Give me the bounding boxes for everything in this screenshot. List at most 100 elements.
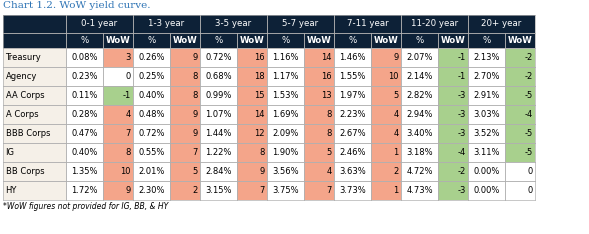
- Bar: [133, 15, 200, 33]
- Text: 15: 15: [254, 91, 264, 100]
- Text: 3.75%: 3.75%: [272, 186, 299, 195]
- Bar: [401, 15, 468, 33]
- Bar: [468, 48, 505, 67]
- Text: -5: -5: [524, 129, 532, 138]
- Text: 1.16%: 1.16%: [272, 53, 299, 62]
- Text: 4.72%: 4.72%: [406, 167, 433, 176]
- Bar: [170, 48, 200, 67]
- Bar: [133, 67, 170, 86]
- Bar: [133, 86, 170, 105]
- Bar: [334, 48, 371, 67]
- Bar: [170, 181, 200, 200]
- Bar: [133, 124, 170, 143]
- Bar: [3, 86, 66, 105]
- Text: 2.14%: 2.14%: [406, 72, 433, 81]
- Bar: [133, 181, 170, 200]
- Text: 1.22%: 1.22%: [206, 148, 231, 157]
- Text: 2.23%: 2.23%: [339, 110, 366, 119]
- Bar: [3, 15, 66, 33]
- Text: Agency: Agency: [5, 72, 37, 81]
- Text: 0.40%: 0.40%: [71, 148, 98, 157]
- Bar: [438, 162, 468, 181]
- Bar: [401, 48, 438, 67]
- Bar: [334, 67, 371, 86]
- Text: 8: 8: [326, 129, 332, 138]
- Text: 1.53%: 1.53%: [272, 91, 299, 100]
- Bar: [468, 124, 505, 143]
- Text: 3.40%: 3.40%: [406, 129, 433, 138]
- Text: 1-3 year: 1-3 year: [148, 19, 184, 29]
- Bar: [401, 86, 438, 105]
- Bar: [170, 124, 200, 143]
- Text: 2.07%: 2.07%: [406, 53, 433, 62]
- Bar: [371, 162, 401, 181]
- Bar: [438, 124, 468, 143]
- Text: 2.91%: 2.91%: [474, 91, 499, 100]
- Text: 0.99%: 0.99%: [206, 91, 231, 100]
- Bar: [66, 48, 103, 67]
- Text: %: %: [482, 36, 491, 45]
- Text: %: %: [214, 36, 223, 45]
- Text: 2.46%: 2.46%: [339, 148, 366, 157]
- Text: 0.48%: 0.48%: [138, 110, 165, 119]
- Bar: [401, 162, 438, 181]
- Text: 2.82%: 2.82%: [406, 91, 433, 100]
- Text: 2.13%: 2.13%: [473, 53, 499, 62]
- Bar: [371, 67, 401, 86]
- Bar: [334, 124, 371, 143]
- Text: 4: 4: [125, 110, 131, 119]
- Bar: [438, 33, 468, 48]
- Bar: [438, 181, 468, 200]
- Bar: [200, 15, 267, 33]
- Bar: [371, 181, 401, 200]
- Text: 10: 10: [120, 167, 131, 176]
- Bar: [66, 181, 103, 200]
- Bar: [505, 124, 535, 143]
- Bar: [267, 67, 304, 86]
- Bar: [505, 105, 535, 124]
- Text: 3.52%: 3.52%: [473, 129, 499, 138]
- Text: 4: 4: [393, 129, 399, 138]
- Bar: [3, 124, 66, 143]
- Bar: [505, 48, 535, 67]
- Text: 2: 2: [192, 186, 197, 195]
- Bar: [334, 33, 371, 48]
- Bar: [66, 124, 103, 143]
- Bar: [438, 86, 468, 105]
- Bar: [267, 86, 304, 105]
- Text: 1.35%: 1.35%: [71, 167, 98, 176]
- Text: 16: 16: [321, 72, 332, 81]
- Bar: [170, 162, 200, 181]
- Text: WoW: WoW: [307, 36, 332, 45]
- Text: 1.69%: 1.69%: [272, 110, 299, 119]
- Bar: [468, 105, 505, 124]
- Text: %: %: [348, 36, 356, 45]
- Bar: [103, 67, 133, 86]
- Bar: [3, 67, 66, 86]
- Text: 2.30%: 2.30%: [138, 186, 165, 195]
- Text: 0.72%: 0.72%: [138, 129, 165, 138]
- Text: -1: -1: [457, 53, 465, 62]
- Bar: [304, 48, 334, 67]
- Text: -3: -3: [457, 186, 465, 195]
- Bar: [103, 162, 133, 181]
- Text: 0.28%: 0.28%: [71, 110, 98, 119]
- Text: -4: -4: [457, 148, 465, 157]
- Text: 3.18%: 3.18%: [406, 148, 433, 157]
- Bar: [371, 124, 401, 143]
- Bar: [505, 162, 535, 181]
- Bar: [237, 33, 267, 48]
- Text: WoW: WoW: [240, 36, 264, 45]
- Bar: [438, 67, 468, 86]
- Text: -1: -1: [123, 91, 131, 100]
- Text: 0.11%: 0.11%: [71, 91, 98, 100]
- Text: BB Corps: BB Corps: [5, 167, 44, 176]
- Bar: [267, 15, 334, 33]
- Bar: [401, 33, 438, 48]
- Bar: [66, 15, 133, 33]
- Bar: [468, 33, 505, 48]
- Bar: [237, 48, 267, 67]
- Text: 0.68%: 0.68%: [205, 72, 232, 81]
- Text: 9: 9: [192, 110, 197, 119]
- Text: 2.70%: 2.70%: [473, 72, 499, 81]
